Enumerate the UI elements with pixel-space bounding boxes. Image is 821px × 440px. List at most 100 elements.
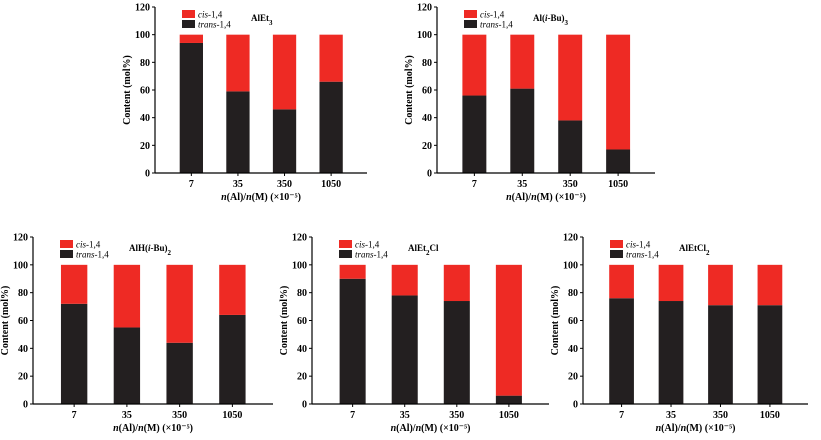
- bar-cis: [339, 264, 366, 279]
- x-axis-label: n(Al)/n(M) (×10⁻⁵): [656, 423, 736, 434]
- legend-swatch-cis: [464, 10, 477, 18]
- bar-cis: [179, 34, 203, 43]
- x-tick-label: 35: [517, 179, 527, 190]
- x-tick-label: 35: [666, 410, 676, 421]
- legend-swatch-cis: [339, 240, 352, 248]
- legend-swatch-cis: [60, 240, 73, 248]
- y-tick-label: 120: [13, 233, 28, 244]
- x-axis-label: n(Al)/n(M) (×10⁻⁵): [391, 423, 471, 434]
- legend-label-trans: trans-1,4: [76, 250, 109, 260]
- panel-title: AlEtCl2: [679, 243, 710, 257]
- y-tick-label: 20: [18, 372, 28, 383]
- y-tick-label: 0: [302, 400, 307, 411]
- chart-panel: 7 35 350 1050 0 20 40 60 80 100 120 Content (mol%) n…: [0, 233, 273, 434]
- legend-label-trans: trans-1,4: [198, 20, 231, 30]
- y-tick-label: 20: [422, 141, 432, 152]
- x-tick-label: 350: [713, 410, 728, 421]
- bar-trans: [606, 149, 631, 173]
- panel-title: AlEt3: [251, 13, 273, 27]
- x-tick-label: 350: [277, 179, 292, 190]
- y-tick-label: 60: [568, 316, 578, 327]
- bar-cis: [60, 264, 88, 304]
- x-tick-label: 1050: [222, 410, 242, 421]
- bar-trans: [179, 42, 203, 173]
- y-tick-label: 80: [297, 288, 307, 299]
- bar-trans: [319, 81, 343, 173]
- bar-cis: [319, 34, 343, 82]
- y-axis-label: Content (mol%): [404, 55, 415, 125]
- x-tick-label: 1050: [321, 179, 341, 190]
- bar-trans: [510, 88, 535, 173]
- y-tick-label: 20: [297, 372, 307, 383]
- bar-trans: [272, 109, 297, 173]
- bar-cis: [462, 34, 487, 96]
- x-tick-label: 350: [449, 410, 464, 421]
- bar-trans: [609, 298, 634, 404]
- x-axis-label: n(Al)/n(M) (×10⁻⁵): [506, 192, 586, 203]
- legend-label-trans: trans-1,4: [480, 20, 513, 30]
- y-tick-label: 0: [427, 169, 432, 180]
- legend-swatch-trans: [182, 20, 195, 28]
- y-axis-label: Content (mol%): [550, 286, 561, 356]
- bar-trans: [60, 303, 88, 404]
- bar-trans: [391, 295, 418, 404]
- bar-cis: [226, 34, 250, 92]
- bar-trans: [462, 95, 487, 173]
- bar-trans: [226, 91, 250, 173]
- legend-label-trans: trans-1,4: [626, 250, 659, 260]
- legend-swatch-cis: [610, 240, 623, 248]
- bar-cis: [558, 34, 583, 121]
- bar-trans: [219, 314, 246, 404]
- x-tick-label: 35: [400, 410, 410, 421]
- x-tick-label: 1050: [608, 179, 628, 190]
- chart-panel: 7 35 350 1050 0 20 40 60 80 100 120 Content (mol%) n…: [122, 3, 367, 203]
- y-tick-label: 100: [135, 30, 150, 41]
- legend-label-cis: cis-1,4: [355, 240, 380, 250]
- bar-trans: [166, 342, 193, 404]
- bar-cis: [391, 264, 418, 296]
- panel-title: AlH(i-Bu)2: [129, 243, 172, 257]
- bar-trans: [495, 395, 522, 404]
- legend-swatch-cis: [182, 10, 195, 18]
- x-tick-label: 7: [72, 410, 77, 421]
- y-tick-label: 120: [417, 3, 432, 14]
- bar-cis: [757, 264, 783, 306]
- y-tick-label: 120: [135, 3, 150, 14]
- y-tick-label: 80: [568, 288, 578, 299]
- legend-label-cis: cis-1,4: [198, 10, 223, 20]
- y-tick-label: 20: [140, 141, 150, 152]
- chart-panel: 7 35 350 1050 0 20 40 60 80 100 120 Content (mol%) n…: [550, 233, 808, 434]
- bar-trans: [658, 301, 684, 404]
- y-tick-label: 60: [18, 316, 28, 327]
- legend-swatch-trans: [339, 250, 352, 258]
- x-tick-label: 350: [172, 410, 187, 421]
- x-tick-label: 1050: [499, 410, 519, 421]
- y-tick-label: 20: [568, 372, 578, 383]
- x-tick-label: 35: [233, 179, 243, 190]
- legend-swatch-trans: [610, 250, 623, 258]
- bar-trans: [339, 278, 366, 404]
- bar-cis: [658, 264, 684, 302]
- bar-trans: [708, 305, 733, 404]
- y-tick-label: 0: [23, 400, 28, 411]
- y-tick-label: 60: [422, 86, 432, 97]
- y-tick-label: 60: [297, 316, 307, 327]
- chart-panel: 7 35 350 1050 0 20 40 60 80 100 120 Content (mol%) n…: [279, 233, 549, 434]
- bar-trans: [113, 327, 141, 404]
- y-tick-label: 100: [13, 260, 28, 271]
- legend-label-cis: cis-1,4: [626, 240, 651, 250]
- y-axis-label: Content (mol%): [279, 286, 290, 356]
- bar-trans: [757, 305, 783, 404]
- x-tick-label: 35: [122, 410, 132, 421]
- y-tick-label: 40: [297, 344, 307, 355]
- x-axis-label: n(Al)/n(M) (×10⁻⁵): [113, 423, 193, 434]
- chart-panel: 7 35 350 1050 0 20 40 60 80 100 120 Content (mol%) n…: [404, 3, 655, 203]
- y-tick-label: 40: [422, 113, 432, 124]
- bar-cis: [495, 264, 522, 396]
- y-axis-label: Content (mol%): [0, 286, 11, 356]
- bar-cis: [219, 264, 246, 315]
- y-tick-label: 80: [422, 58, 432, 69]
- x-axis-label: n(Al)/n(M) (×10⁻⁵): [221, 192, 301, 203]
- y-tick-label: 40: [140, 113, 150, 124]
